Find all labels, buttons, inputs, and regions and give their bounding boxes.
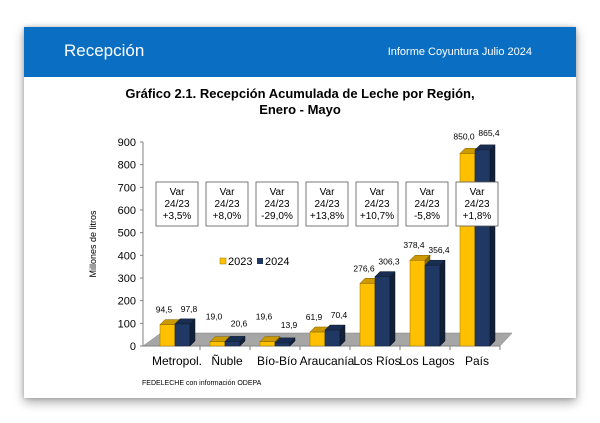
bar-side-2024-1: [239, 335, 246, 347]
data-label: 378,4: [403, 240, 425, 250]
bar-2023-4: [359, 283, 376, 347]
y-tick-label: 100: [118, 318, 136, 330]
y-tick-label: 800: [118, 160, 136, 172]
y-tick-label: 900: [118, 137, 136, 149]
y-axis-title: Millones de litros: [88, 210, 98, 278]
bar-side-2024-5: [439, 259, 446, 347]
chart-title-line2: Enero - Mayo: [259, 102, 341, 117]
data-label: 850,0: [453, 131, 475, 141]
variation-box-line2: 24/23: [364, 199, 389, 210]
variation-box-line1: Var: [170, 187, 185, 198]
bar-2024-3: [324, 329, 341, 347]
variation-box: [355, 181, 399, 227]
bar-2023-5: [409, 259, 426, 347]
variation-box: [305, 181, 349, 227]
bar-2024-6: [474, 149, 491, 347]
y-tick-label: 0: [130, 341, 136, 353]
variation-value: +3,5%: [163, 211, 192, 222]
variation-box-line2: 24/23: [314, 199, 339, 210]
x-tick-label: Los Ríos: [353, 354, 400, 368]
variation-box-line2: 24/23: [264, 199, 289, 210]
bar-2024-0: [174, 323, 191, 347]
legend-swatch-2024: [257, 258, 263, 264]
x-tick-label: Ñuble: [211, 354, 243, 368]
bar-side-2024-6: [489, 144, 496, 347]
variation-value: +13,8%: [310, 211, 344, 222]
variation-box: [155, 181, 199, 227]
data-label: 19,6: [256, 312, 273, 322]
x-tick-label: País: [465, 354, 489, 368]
variation-box-line1: Var: [220, 187, 235, 198]
data-label: 13,9: [281, 320, 298, 330]
variation-box-line2: 24/23: [164, 199, 189, 210]
data-label: 356,4: [428, 245, 450, 255]
y-tick-label: 300: [118, 273, 136, 285]
x-tick-label: Bío-Bío: [257, 354, 297, 368]
variation-value: -29,0%: [261, 211, 293, 222]
bar-2024-2: [274, 342, 291, 347]
bar-2023-3: [309, 331, 326, 347]
data-label: 94,5: [156, 305, 173, 315]
y-tick-label: 200: [118, 296, 136, 308]
variation-value: -5,8%: [414, 211, 440, 222]
bar-2023-1: [209, 341, 226, 347]
x-tick-label: Los Lagos: [399, 354, 454, 368]
page-header: Recepción Informe Coyuntura Julio 2024: [24, 27, 576, 77]
source-note: FEDELECHE con información ODEPA: [142, 380, 262, 387]
variation-value: +8,0%: [213, 211, 242, 222]
variation-value: +10,7%: [360, 211, 394, 222]
variation-box-line1: Var: [270, 187, 285, 198]
data-label: 97,8: [181, 304, 198, 314]
data-label: 306,3: [378, 257, 400, 267]
bar-side-2024-4: [389, 270, 396, 347]
variation-box: [205, 181, 249, 227]
y-tick-label: 600: [118, 205, 136, 217]
section-title: Recepción: [64, 41, 145, 60]
bar-2023-2: [259, 341, 276, 347]
variation-box-line1: Var: [420, 187, 435, 198]
chart-title-line1: Gráfico 2.1. Recepción Acumulada de Lech…: [125, 86, 475, 101]
variation-box-line2: 24/23: [464, 199, 489, 210]
x-tick-label: Araucanía: [300, 354, 355, 368]
variation-value: +1,8%: [463, 211, 492, 222]
bar-2023-0: [159, 324, 176, 347]
chart-title: Gráfico 2.1. Recepción Acumulada de Lech…: [24, 86, 576, 118]
y-tick-label: 700: [118, 182, 136, 194]
x-tick-label: Metropol.: [152, 354, 202, 368]
variation-box-line2: 24/23: [414, 199, 439, 210]
variation-box-line2: 24/23: [214, 199, 239, 210]
bar-side-2024-0: [189, 318, 196, 347]
data-label: 19,0: [206, 312, 223, 322]
data-label: 61,9: [306, 312, 323, 322]
variation-box-line1: Var: [470, 187, 485, 198]
bar-2024-4: [374, 276, 391, 347]
legend-label-2024: 2024: [265, 256, 289, 268]
data-label: 865,4: [478, 128, 500, 138]
data-label: 276,6: [353, 263, 375, 273]
legend-swatch-2023: [219, 257, 227, 265]
report-subtitle: Informe Coyuntura Julio 2024: [387, 46, 532, 58]
variation-box-line1: Var: [370, 187, 385, 198]
bar-side-2024-2: [289, 337, 296, 347]
data-label: 20,6: [231, 318, 248, 328]
variation-box-line1: Var: [320, 187, 335, 198]
variation-box: [255, 181, 299, 227]
y-tick-label: 500: [118, 228, 136, 240]
bar-2024-1: [224, 341, 241, 347]
variation-box: [405, 181, 449, 227]
legend-label-2023: 2023: [228, 256, 252, 268]
data-label: 70,4: [331, 310, 348, 320]
bar-2024-5: [424, 264, 441, 347]
y-tick-label: 400: [118, 250, 136, 262]
bar-side-2024-3: [339, 324, 346, 347]
variation-box: [455, 181, 499, 227]
